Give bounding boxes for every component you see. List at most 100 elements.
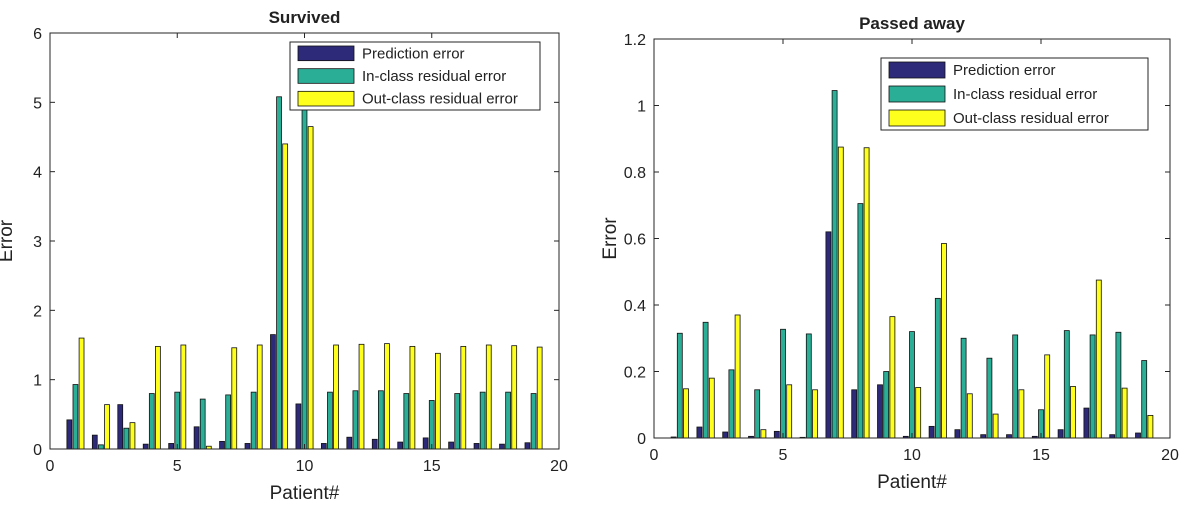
bar-s2-p17 xyxy=(1089,334,1096,438)
bar-s2-p3 xyxy=(728,369,735,438)
x-tick-label: 5 xyxy=(779,447,788,464)
x-tick-label: 20 xyxy=(1161,447,1179,464)
bar-s3-p11 xyxy=(333,344,339,449)
legend-label: In-class residual error xyxy=(362,68,506,85)
bar-s3-p16 xyxy=(1070,386,1076,438)
bar-s2-p2 xyxy=(98,444,104,449)
bar-s1-p3 xyxy=(722,431,729,438)
legend-swatch xyxy=(888,85,946,103)
chart-panel-2: 0 5 10 15 20 0 0.2 0.4 0.6 0.8 1 1.2 Passed away Pati… xyxy=(600,14,1179,493)
bars-group xyxy=(66,96,543,449)
bar-s1-p11 xyxy=(928,425,935,438)
bar-s2-p6 xyxy=(805,333,812,438)
chart-title: Passed away xyxy=(859,14,965,33)
bar-s3-p12 xyxy=(966,393,973,438)
bar-s3-p18 xyxy=(1121,387,1128,438)
y-tick-label: 1 xyxy=(637,99,646,116)
bar-s3-p18 xyxy=(511,345,518,449)
bar-s3-p1 xyxy=(683,388,689,438)
bar-s3-p13 xyxy=(384,343,390,449)
bar-s3-p4 xyxy=(155,345,161,449)
bar-s2-p6 xyxy=(199,398,206,449)
bar-s3-p7 xyxy=(231,347,238,449)
y-tick-label: 0 xyxy=(637,431,646,448)
bar-s3-p6 xyxy=(812,389,818,438)
bar-s1-p17 xyxy=(1083,407,1090,438)
bar-s3-p12 xyxy=(358,343,365,449)
legend-swatch xyxy=(888,61,946,79)
bar-s2-p7 xyxy=(225,394,232,449)
bar-s1-p2 xyxy=(91,434,98,449)
bar-s3-p7 xyxy=(837,146,844,438)
y-tick-label: 5 xyxy=(33,95,42,112)
bar-s2-p4 xyxy=(148,393,155,449)
bar-s1-p16 xyxy=(1057,429,1064,438)
bar-s3-p17 xyxy=(485,344,492,449)
bar-s1-p5 xyxy=(773,430,780,438)
bar-s3-p1 xyxy=(78,337,85,449)
bar-s1-p4 xyxy=(142,443,149,449)
bar-s3-p15 xyxy=(435,352,441,449)
bar-s1-p11 xyxy=(320,443,327,449)
bar-s2-p2 xyxy=(702,321,709,438)
legend: Prediction error In-class residual error O… xyxy=(289,41,541,111)
bar-s1-p9 xyxy=(877,384,883,438)
legend: Prediction error In-class residual error O… xyxy=(880,57,1149,131)
bar-s2-p18 xyxy=(1115,331,1122,438)
x-axis-label: Patient# xyxy=(270,483,340,504)
bar-s3-p5 xyxy=(786,384,793,438)
bar-s2-p12 xyxy=(960,337,967,438)
legend-swatch xyxy=(297,68,355,84)
bar-s2-p4 xyxy=(754,389,761,438)
bar-s1-p5 xyxy=(168,443,174,449)
bar-s3-p5 xyxy=(180,344,187,449)
x-tick-label: 10 xyxy=(296,458,314,475)
bar-s3-p19 xyxy=(1147,414,1154,438)
bar-s3-p8 xyxy=(863,147,870,438)
bar-s3-p4 xyxy=(760,429,767,438)
bar-s1-p3 xyxy=(117,404,124,449)
y-axis-label: Error xyxy=(600,217,621,260)
bar-s2-p5 xyxy=(780,328,786,438)
bar-s2-p5 xyxy=(174,391,181,449)
bar-s1-p13 xyxy=(371,438,378,449)
y-tick-label: 0.4 xyxy=(624,298,646,315)
bar-s3-p13 xyxy=(992,413,999,438)
bar-s2-p13 xyxy=(986,357,993,438)
bars-group xyxy=(670,90,1154,438)
x-tick-label: 20 xyxy=(550,458,568,475)
bar-s1-p6 xyxy=(193,426,200,449)
bar-s1-p19 xyxy=(524,442,531,449)
bar-s1-p16 xyxy=(448,441,454,449)
bar-s3-p14 xyxy=(409,345,416,449)
bar-s1-p8 xyxy=(851,389,858,438)
bar-s1-p19 xyxy=(1135,432,1141,438)
bar-s1-p1 xyxy=(66,419,73,449)
y-axis-label: Error xyxy=(0,219,17,262)
bar-s1-p2 xyxy=(696,426,703,438)
bar-s3-p10 xyxy=(307,126,314,449)
x-tick-label: 0 xyxy=(650,447,659,464)
bar-s2-p8 xyxy=(857,203,864,438)
bar-s1-p18 xyxy=(499,443,505,449)
chart-title: Survived xyxy=(269,8,341,27)
bar-s1-p8 xyxy=(244,443,251,449)
y-tick-label: 0.2 xyxy=(624,365,646,382)
legend-label: Prediction error xyxy=(362,45,465,62)
bar-s1-p7 xyxy=(219,440,225,449)
bar-s1-p7 xyxy=(825,231,832,438)
bar-s2-p3 xyxy=(123,427,130,449)
bar-s2-p13 xyxy=(377,390,384,449)
bar-s2-p18 xyxy=(505,391,511,449)
bar-s2-p19 xyxy=(530,393,537,449)
y-tick-label: 1 xyxy=(33,373,42,390)
y-tick-label: 1.2 xyxy=(624,32,646,49)
y-tick-label: 0.6 xyxy=(624,232,646,249)
bar-s2-p19 xyxy=(1141,360,1148,438)
bar-s3-p2 xyxy=(104,404,110,449)
bar-s1-p10 xyxy=(295,403,302,449)
bar-s2-p10 xyxy=(301,101,308,449)
y-tick-label: 2 xyxy=(33,303,42,320)
bar-s3-p17 xyxy=(1095,279,1102,438)
